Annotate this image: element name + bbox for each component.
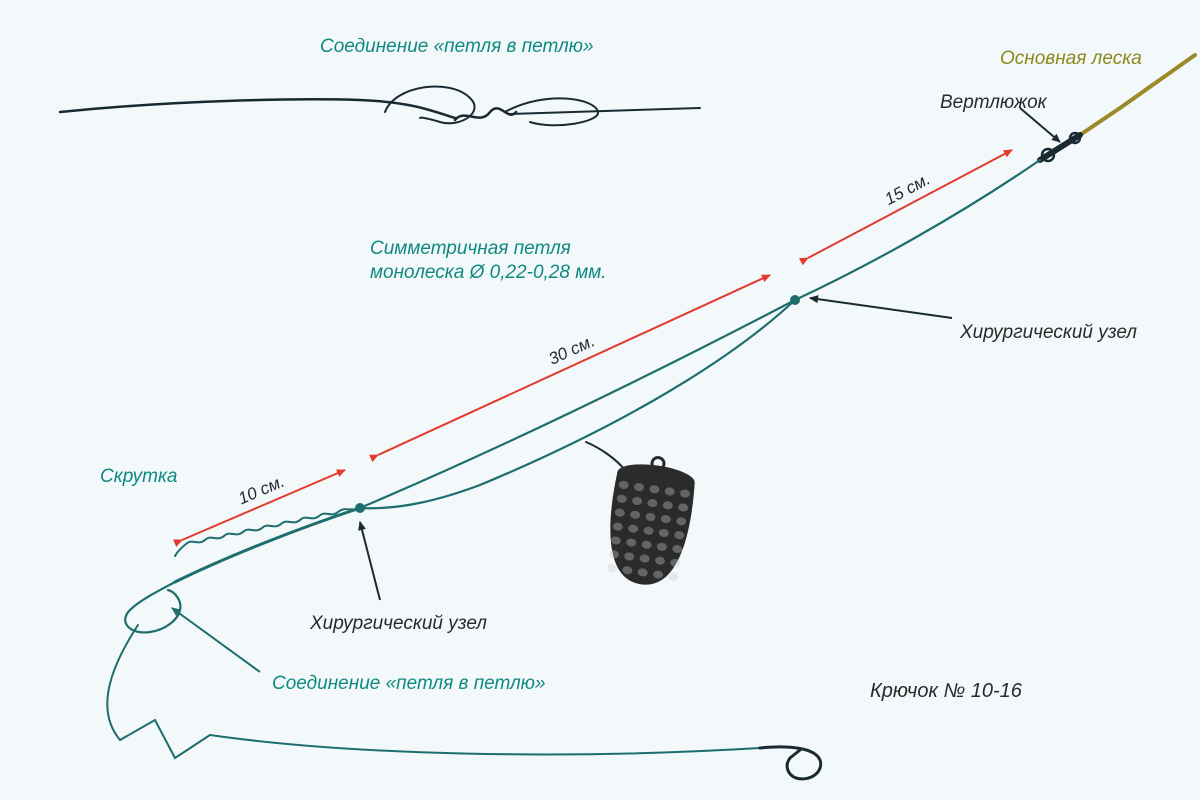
label-title_knot: Соединение «петля в петлю» xyxy=(320,36,594,58)
knot-upper xyxy=(790,295,800,305)
label-hook_lbl: Крючок № 10-16 xyxy=(870,680,1022,703)
label-surg_right: Хирургический узел xyxy=(960,322,1137,344)
label-twist_lbl: Скрутка xyxy=(100,466,178,488)
label-loop2loop: Соединение «петля в петлю» xyxy=(272,673,546,695)
label-swivel: Вертлюжок xyxy=(940,92,1047,114)
label-sym_loop_2: монолеска Ø 0,22-0,28 мм. xyxy=(370,262,607,284)
label-main_line: Основная леска xyxy=(1000,48,1142,70)
label-sym_loop_1: Симметричная петля xyxy=(370,238,571,260)
diagram-stage: 10 см.30 см.15 см. Соединение «петля в п… xyxy=(0,0,1200,800)
label-surg_left: Хирургический узел xyxy=(310,613,487,635)
knot-lower xyxy=(355,503,365,513)
